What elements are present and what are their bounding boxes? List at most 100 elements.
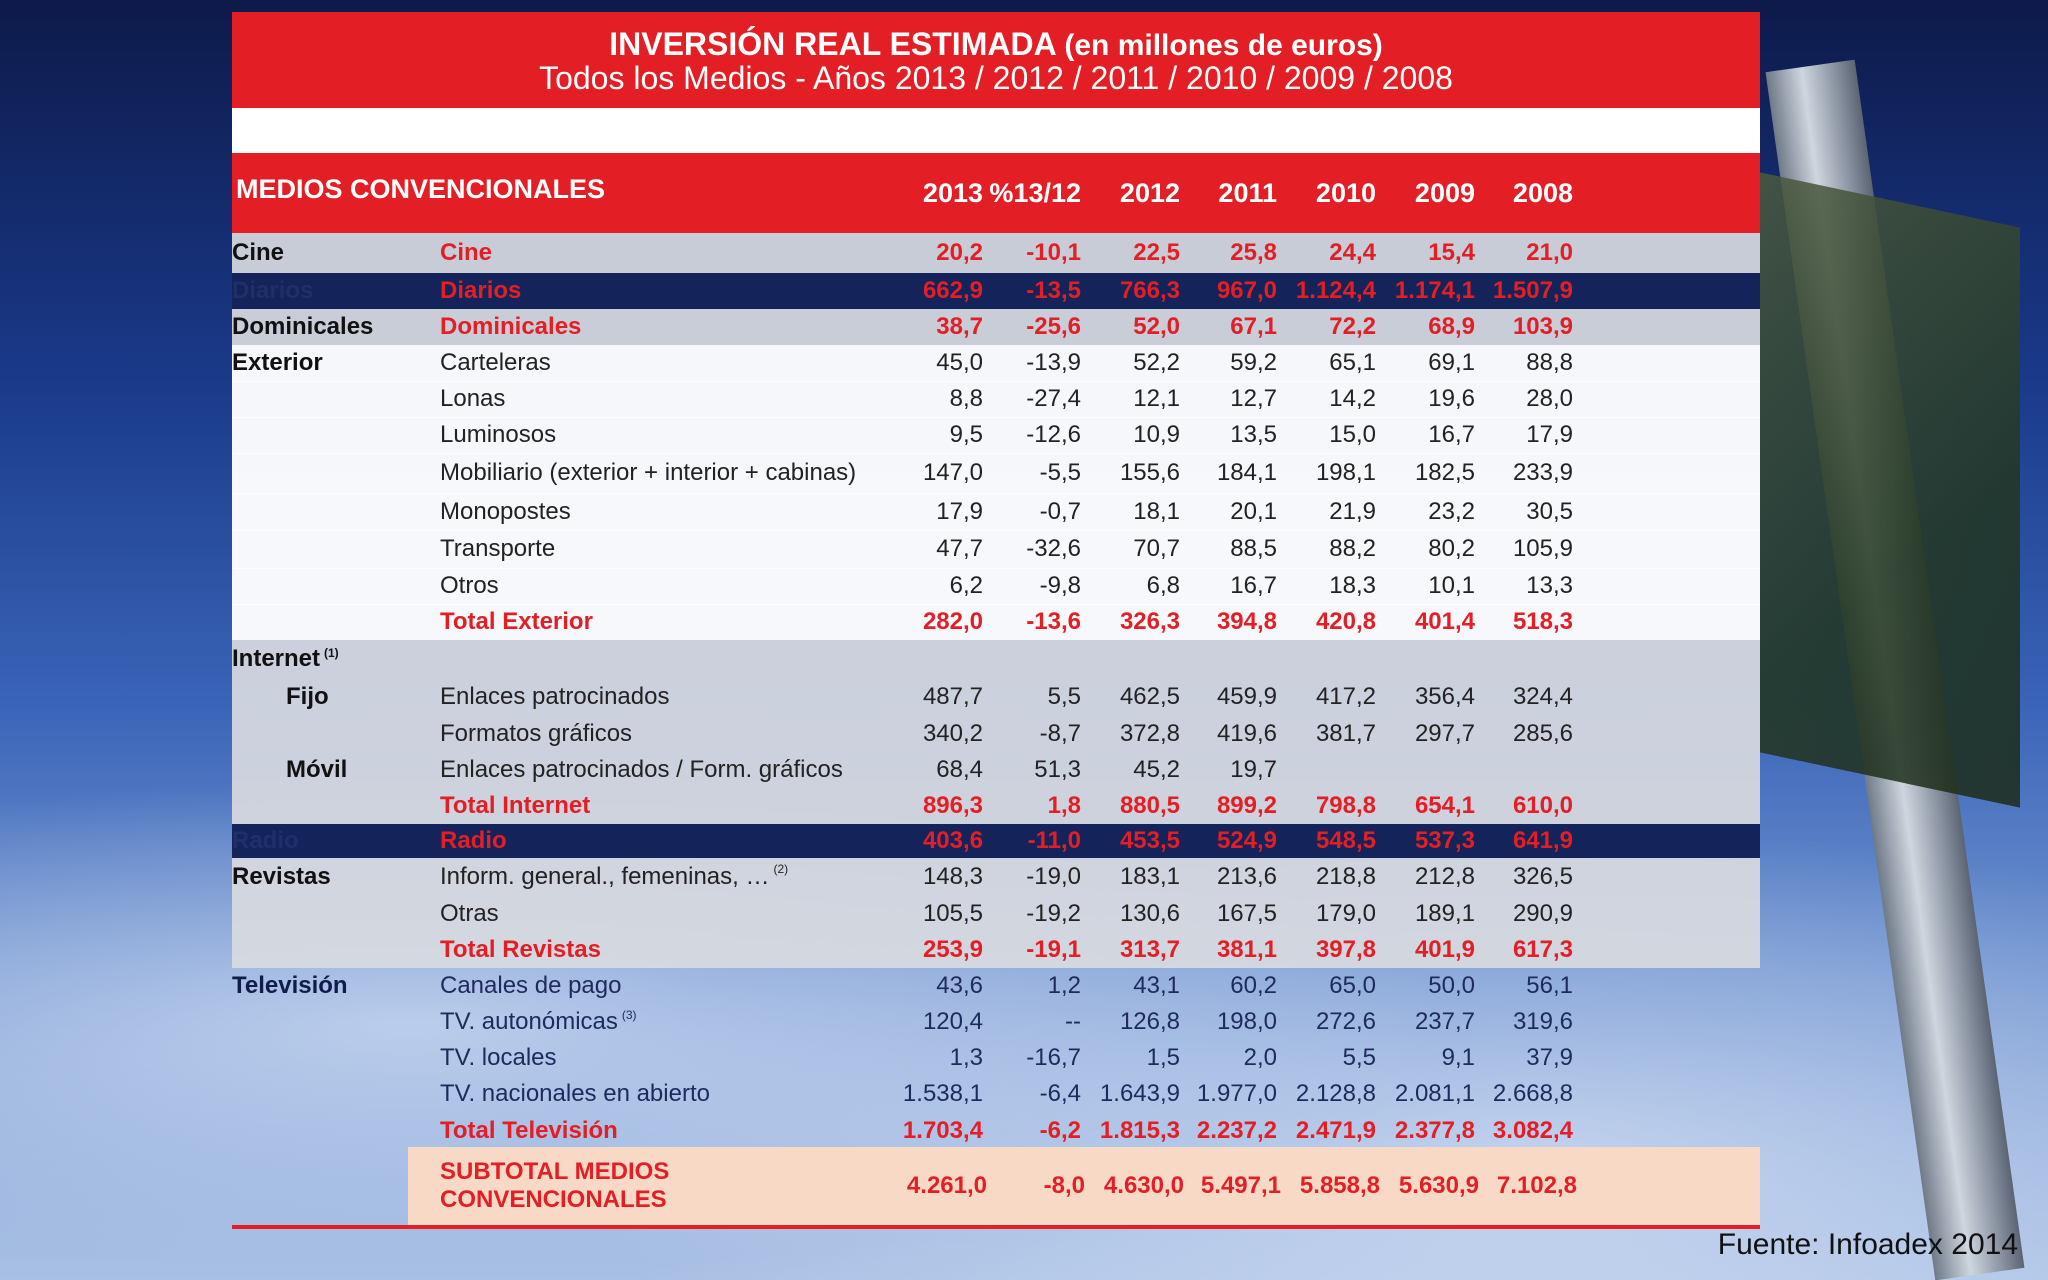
value-cell: -32,6 — [1026, 535, 1081, 562]
value-cell: 324,4 — [1512, 683, 1573, 710]
value-cell: 617,3 — [1512, 936, 1573, 963]
value-cell: 148,3 — [922, 863, 983, 890]
value-cell: 13,3 — [1526, 572, 1573, 599]
value-cell: 297,7 — [1414, 720, 1475, 747]
value-cell: 487,7 — [922, 683, 983, 710]
value-cell: 2.081,1 — [1394, 1080, 1475, 1107]
table-row: TV. nacionales en abierto 1.538,1 -6,4 1.64… — [232, 1076, 1760, 1112]
value-cell: 1.815,3 — [1099, 1117, 1180, 1144]
value-cell: 417,2 — [1315, 683, 1376, 710]
value-cell: 1,8 — [1047, 792, 1081, 819]
row-category: Dominicales — [232, 313, 374, 340]
value-cell: 2,0 — [1243, 1044, 1277, 1071]
value-cell: 1.643,9 — [1099, 1080, 1180, 1107]
value-cell: 147,0 — [922, 459, 983, 486]
value-cell: 18,1 — [1133, 497, 1180, 525]
row-item-label: Lonas — [440, 385, 506, 412]
table-title: INVERSIÓN REAL ESTIMADA (en millones de … — [232, 26, 1760, 63]
value-cell: 2.471,9 — [1295, 1117, 1376, 1144]
value-cell: 285,6 — [1512, 720, 1573, 747]
value-cell: 381,1 — [1216, 936, 1277, 963]
table-row: TV. autonómicas (3) 120,4 -- 126,8 198,0 272,6… — [232, 1004, 1760, 1040]
value-cell: 19,7 — [1230, 756, 1277, 783]
table-row: Otras 105,5 -19,2 130,6 167,5 179,0 189,1 290,9 — [232, 896, 1760, 932]
value-cell: -5,5 — [1039, 459, 1081, 486]
table-row: Exterior Carteleras 45,0 -13,9 52,2 59,2 65,1 6… — [232, 345, 1760, 382]
value-cell: 233,9 — [1512, 459, 1573, 486]
value-cell: 6,8 — [1146, 572, 1180, 599]
value-cell: 88,5 — [1230, 535, 1277, 562]
row-category: Internet (1) — [232, 645, 339, 672]
subtotal-value: 7.102,8 — [1496, 1172, 1577, 1199]
value-cell: 420,8 — [1315, 608, 1376, 635]
title-spacer — [232, 108, 1760, 153]
value-cell: 69,1 — [1428, 349, 1475, 376]
row-item-label: Mobiliario (exterior + interior + cabina… — [440, 459, 857, 486]
value-cell: 3.082,4 — [1492, 1117, 1573, 1144]
value-cell: 340,2 — [922, 720, 983, 747]
table-row: Fijo Enlaces patrocinados 487,7 5,5 462,5 459… — [232, 678, 1760, 716]
value-cell: 459,9 — [1216, 683, 1277, 710]
value-cell: -9,8 — [1039, 572, 1081, 599]
value-cell: 23,2 — [1428, 497, 1475, 525]
row-item-label: Diarios — [440, 277, 522, 304]
value-cell: 179,0 — [1315, 900, 1376, 927]
value-cell: 401,4 — [1414, 608, 1475, 635]
value-cell: 2.668,8 — [1492, 1080, 1573, 1107]
value-cell: 899,2 — [1216, 792, 1277, 819]
row-category: Televisión — [232, 972, 348, 999]
row-category: Revistas — [232, 863, 331, 890]
column-header-6: 2008 — [1512, 178, 1573, 208]
value-cell: -13,5 — [1026, 277, 1081, 304]
table-subtitle: Todos los Medios - Años 2013 / 2012 / 20… — [539, 60, 1453, 96]
value-cell: 10,1 — [1428, 572, 1475, 599]
row-item-label: TV. locales — [440, 1044, 557, 1071]
value-cell: 518,3 — [1512, 608, 1573, 635]
value-cell: -27,4 — [1026, 385, 1081, 412]
value-cell: 394,8 — [1216, 608, 1277, 635]
row-item-label: Enlaces patrocinados — [440, 683, 670, 710]
row-item-label: Cine — [440, 239, 493, 266]
row-item-label: Enlaces patrocinados / Form. gráficos — [440, 756, 843, 783]
table-row: TV. locales 1,3 -16,7 1,5 2,0 5,5 9,1 37,9 — [232, 1040, 1760, 1076]
value-cell: 65,0 — [1329, 972, 1376, 999]
value-cell: 798,8 — [1315, 792, 1376, 819]
row-item-label: TV. nacionales en abierto — [440, 1080, 710, 1107]
value-cell: 30,5 — [1526, 497, 1573, 525]
table-row: Lonas 8,8 -27,4 12,1 12,7 14,2 19,6 28,0 — [232, 381, 1760, 418]
value-cell: 12,7 — [1230, 385, 1277, 412]
table-row: Diarios Diarios 662,9 -13,5 766,3 967,0 1.124,… — [232, 273, 1760, 309]
value-cell: 381,7 — [1315, 720, 1376, 747]
value-cell: 13,5 — [1230, 421, 1277, 448]
value-cell: 67,1 — [1230, 313, 1277, 340]
table-row: Otros 6,2 -9,8 6,8 16,7 18,3 10,1 13,3 — [232, 568, 1760, 605]
value-cell: 105,5 — [922, 900, 983, 927]
row-item-label: Formatos gráficos — [440, 720, 633, 747]
column-header-2: 2012 — [1119, 178, 1180, 208]
value-cell: 397,8 — [1315, 936, 1376, 963]
subtotal-label-line1: SUBTOTAL MEDIOS — [440, 1158, 670, 1185]
subtotal-value: 5.630,9 — [1398, 1172, 1479, 1199]
row-item-label: Dominicales — [440, 313, 582, 340]
row-item-label: Luminosos — [440, 421, 557, 448]
table-row: Monopostes 17,9 -0,7 18,1 20,1 21,9 23,2 30,5 — [232, 493, 1760, 531]
value-cell: 37,9 — [1526, 1044, 1573, 1071]
row-item-label: Transporte — [440, 535, 556, 562]
value-cell: 45,2 — [1133, 756, 1180, 783]
subtotal-row: SUBTOTAL MEDIOS CONVENCIONALES 4.261,0 -8… — [408, 1147, 1760, 1225]
value-cell: 189,1 — [1414, 900, 1475, 927]
value-cell: -19,1 — [1026, 936, 1081, 963]
value-cell: 1.977,0 — [1196, 1080, 1277, 1107]
value-cell: 654,1 — [1414, 792, 1475, 819]
value-cell: 184,1 — [1216, 459, 1277, 486]
table-row: Internet (1) — [232, 640, 1760, 678]
row-item-label: Canales de pago — [440, 972, 622, 999]
footnote-marker: (2) — [773, 862, 789, 876]
value-cell: 183,1 — [1119, 863, 1180, 890]
value-cell: 1,3 — [949, 1044, 983, 1071]
value-cell: 282,0 — [922, 608, 983, 635]
table-row: Televisión Canales de pago 43,6 1,2 43,1 60,2… — [232, 968, 1760, 1004]
title-main-text: INVERSIÓN REAL ESTIMADA — [609, 26, 1056, 62]
row-subcategory: Fijo — [286, 683, 329, 710]
subtotal-value: 4.630,0 — [1103, 1172, 1184, 1199]
